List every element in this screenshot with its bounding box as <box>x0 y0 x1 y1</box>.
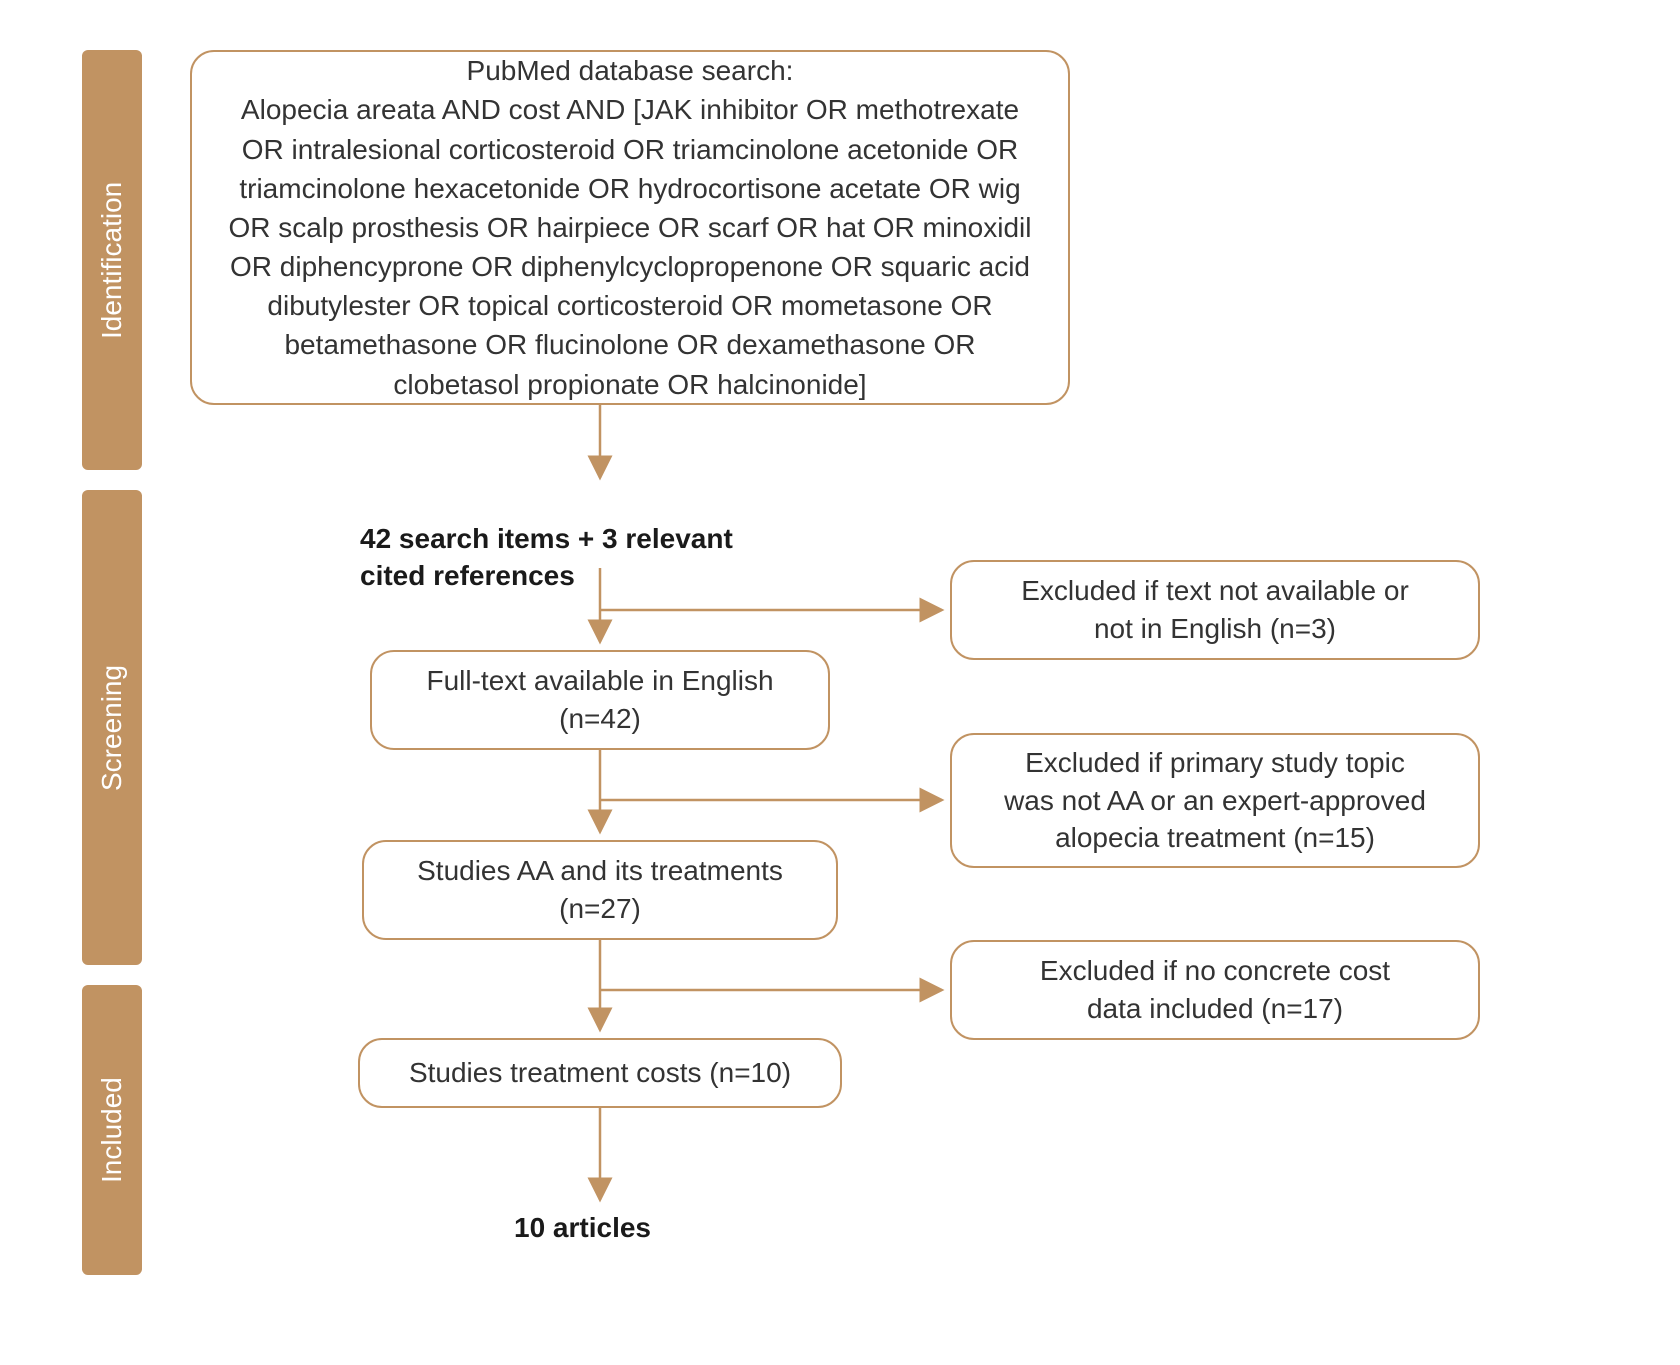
studies-aa-text: Studies AA and its treatments (n=27) <box>417 852 783 928</box>
stage-screening-text: Screening <box>96 664 128 790</box>
stage-identification-text: Identification <box>96 181 128 338</box>
final-result: 10 articles <box>514 1210 651 1246</box>
prisma-flowchart: Identification Screening Included PubMed… <box>40 40 1640 1320</box>
box-studies-cost: Studies treatment costs (n=10) <box>358 1038 842 1108</box>
results-count-text: 42 search items + 3 relevant cited refer… <box>360 523 733 590</box>
stage-included-text: Included <box>96 1077 128 1183</box>
full-text-english-text: Full-text available in English (n=42) <box>426 662 773 738</box>
studies-cost-text: Studies treatment costs (n=10) <box>409 1054 791 1092</box>
final-result-text: 10 articles <box>514 1212 651 1243</box>
box-search-strategy: PubMed database search: Alopecia areata … <box>190 50 1070 405</box>
stage-included: Included <box>82 985 142 1275</box>
results-count: 42 search items + 3 relevant cited refer… <box>360 485 733 594</box>
box-full-text-english: Full-text available in English (n=42) <box>370 650 830 750</box>
box-excluded-cost: Excluded if no concrete cost data includ… <box>950 940 1480 1040</box>
excluded-cost-text: Excluded if no concrete cost data includ… <box>1040 952 1390 1028</box>
stage-identification: Identification <box>82 50 142 470</box>
excluded-english-text: Excluded if text not available or not in… <box>1021 572 1409 648</box>
box-studies-aa: Studies AA and its treatments (n=27) <box>362 840 838 940</box>
stage-screening: Screening <box>82 490 142 965</box>
box-excluded-topic: Excluded if primary study topic was not … <box>950 733 1480 868</box>
search-strategy-text: PubMed database search: Alopecia areata … <box>220 51 1040 404</box>
box-excluded-english: Excluded if text not available or not in… <box>950 560 1480 660</box>
excluded-topic-text: Excluded if primary study topic was not … <box>1004 744 1426 857</box>
